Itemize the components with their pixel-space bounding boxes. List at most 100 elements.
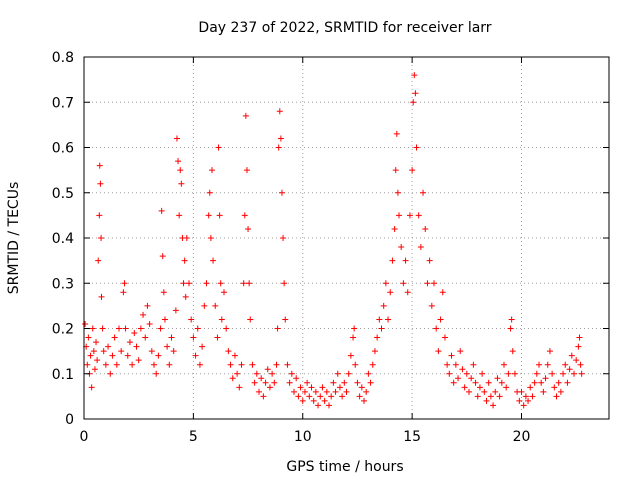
data-point [391, 225, 398, 232]
data-point [420, 189, 427, 196]
data-point [277, 135, 284, 142]
data-point [317, 393, 324, 400]
data-point [424, 280, 431, 287]
data-point [274, 325, 281, 332]
data-point [223, 325, 230, 332]
data-point [218, 316, 225, 323]
data-point [203, 280, 210, 287]
data-point [330, 379, 337, 386]
data-point [326, 402, 332, 409]
data-point [312, 388, 319, 395]
data-point [284, 361, 291, 368]
data-point [533, 370, 540, 377]
data-point [122, 325, 129, 332]
data-point [496, 393, 503, 400]
data-point [238, 361, 245, 368]
data-point [129, 361, 136, 368]
data-point [516, 397, 523, 404]
data-point [450, 379, 457, 386]
data-point [229, 375, 236, 382]
data-point [175, 158, 182, 165]
data-point [412, 90, 419, 97]
data-point [98, 235, 105, 241]
data-point [380, 302, 387, 309]
data-point [578, 370, 585, 377]
data-point [93, 339, 100, 346]
data-point [520, 402, 527, 409]
data-point [137, 325, 144, 332]
data-point [374, 334, 381, 341]
data-point [158, 207, 165, 214]
data-point [258, 375, 265, 382]
y-tick-label: 0.1 [52, 367, 74, 383]
data-point [87, 352, 94, 359]
data-point [135, 357, 142, 364]
data-point [459, 366, 466, 373]
data-point [323, 388, 330, 395]
data-point [85, 334, 92, 341]
data-point [131, 330, 138, 337]
data-point [437, 316, 444, 323]
data-point [410, 99, 417, 106]
data-point [306, 393, 313, 400]
data-point [151, 361, 157, 368]
data-point [345, 370, 352, 377]
data-point [96, 212, 103, 219]
data-point [536, 361, 542, 368]
data-point [186, 280, 192, 287]
y-tick-label: 0.7 [52, 95, 74, 111]
data-point [208, 167, 215, 174]
data-point [107, 370, 114, 377]
data-point [426, 257, 433, 264]
data-point [415, 212, 422, 219]
data-point [98, 293, 105, 300]
data-point [404, 289, 411, 296]
data-point [245, 225, 252, 232]
data-point [176, 212, 183, 219]
data-point [102, 361, 109, 368]
data-point [441, 334, 448, 341]
data-point [455, 375, 462, 382]
data-point [271, 379, 278, 386]
data-point [544, 361, 551, 368]
data-point [444, 361, 451, 368]
data-point [457, 348, 464, 355]
data-points [82, 72, 585, 409]
data-point [297, 384, 304, 391]
data-point [336, 384, 343, 391]
data-point [157, 325, 164, 332]
data-point [576, 334, 583, 341]
data-point [334, 370, 341, 377]
data-point [315, 402, 322, 409]
data-point [446, 370, 453, 377]
data-point [476, 384, 483, 391]
data-point [525, 397, 532, 404]
data-point [498, 379, 505, 386]
plot-frame [83, 56, 610, 420]
data-point [264, 366, 271, 373]
data-point [409, 167, 416, 174]
data-point [369, 361, 376, 368]
data-point [508, 316, 515, 323]
data-point [555, 379, 562, 386]
data-point [339, 393, 346, 400]
data-point [562, 361, 569, 368]
data-point [178, 180, 185, 187]
data-point [468, 375, 475, 382]
data-point [97, 180, 104, 187]
data-point [431, 280, 437, 287]
data-point [210, 257, 217, 264]
data-point [280, 235, 287, 241]
data-point [90, 348, 97, 355]
data-point [376, 316, 383, 323]
data-point [207, 235, 214, 241]
data-point [301, 388, 308, 395]
data-point [487, 393, 494, 400]
data-point [378, 325, 385, 332]
y-tick-label: 0.4 [52, 231, 74, 247]
data-point [435, 348, 442, 355]
data-point [194, 325, 201, 332]
data-point [170, 348, 177, 355]
data-point [212, 302, 219, 309]
